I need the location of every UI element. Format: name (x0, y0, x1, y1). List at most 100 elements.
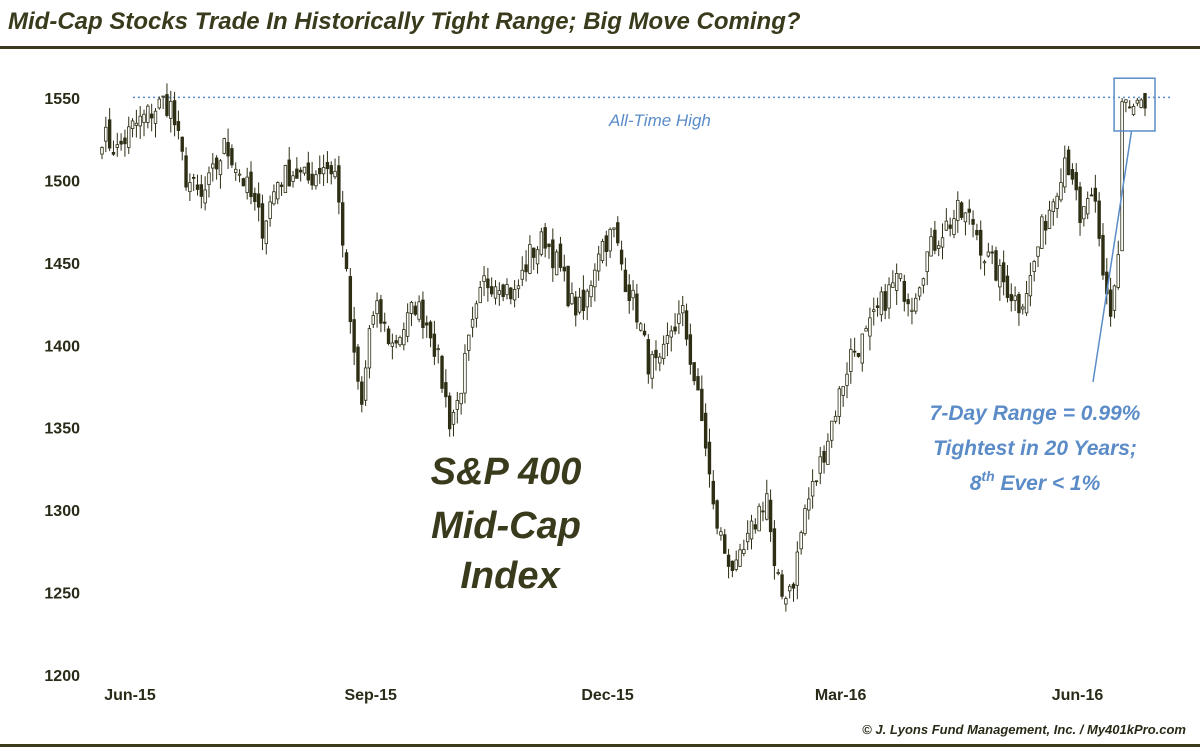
candle-body (314, 174, 318, 187)
candle-body (914, 297, 918, 312)
candle-body (570, 293, 574, 305)
candle-body (940, 237, 945, 248)
candle-body (1112, 285, 1117, 311)
candle-body (104, 126, 108, 142)
candle-body (172, 100, 177, 126)
candle (570, 282, 574, 306)
candle-body (703, 412, 708, 449)
candle-body (440, 355, 444, 389)
candle (608, 227, 612, 259)
candle (749, 514, 754, 550)
candle-body (459, 392, 463, 405)
candle-body (157, 98, 162, 109)
candle (883, 283, 887, 320)
candle (868, 307, 872, 351)
candle (856, 352, 861, 358)
candle (642, 323, 647, 337)
candle (1120, 98, 1124, 252)
candle-body (646, 339, 651, 375)
candle-body (1070, 169, 1075, 180)
candle-body (432, 333, 437, 357)
candle (115, 132, 119, 157)
candle (1005, 265, 1010, 303)
x-tick-label: Jun-15 (104, 687, 156, 704)
candle (826, 433, 830, 465)
candle-body (211, 163, 215, 169)
candle-body (577, 296, 582, 313)
candle (787, 584, 792, 599)
pointer-line (1092, 130, 1133, 383)
candle-body (879, 291, 884, 316)
candle (830, 420, 834, 448)
page-title: Mid-Cap Stocks Trade In Historically Tig… (8, 8, 801, 35)
candle (184, 147, 188, 191)
candle (169, 90, 173, 133)
candle (933, 220, 937, 255)
candle (211, 153, 215, 182)
candle (994, 246, 998, 282)
candle (279, 182, 284, 196)
candle-body (1013, 295, 1017, 301)
candle-body (425, 322, 429, 326)
candle-body (509, 287, 513, 300)
candle-body (543, 227, 547, 249)
candle (894, 263, 899, 305)
candle-body (623, 269, 628, 293)
candle (818, 446, 822, 485)
candle-body (765, 493, 769, 520)
candle (291, 171, 295, 188)
candle-body (1051, 201, 1056, 212)
candle-body (1101, 234, 1105, 276)
candle-body (810, 480, 815, 497)
candle-body (971, 219, 975, 225)
candle-body (184, 155, 188, 188)
candle-body (245, 176, 249, 193)
candle (428, 320, 433, 348)
candle-body (249, 171, 253, 198)
candle-body (417, 301, 421, 320)
candle-body (719, 531, 723, 536)
candle (459, 392, 463, 415)
candle (700, 375, 704, 422)
candle (1051, 198, 1056, 226)
candle (845, 362, 849, 399)
candle (551, 228, 555, 282)
candle (1074, 163, 1078, 201)
candle (413, 301, 417, 317)
candle-body (115, 144, 119, 148)
candle (107, 108, 112, 152)
candle (677, 300, 681, 335)
candle-body (616, 222, 620, 244)
candle-body (1097, 200, 1101, 239)
candle (1101, 223, 1105, 280)
candle (658, 352, 662, 372)
candle-body (902, 280, 907, 302)
candle (635, 283, 639, 329)
candle (776, 568, 780, 576)
candle-body (371, 315, 375, 325)
candle-body (753, 524, 758, 530)
candle-body (455, 400, 460, 410)
candle (795, 541, 800, 600)
candle (898, 273, 903, 282)
candle (218, 159, 223, 189)
candle (982, 259, 987, 276)
candle-body (1017, 293, 1021, 314)
candle (627, 274, 631, 314)
candle (726, 548, 731, 579)
candle-body (925, 251, 929, 273)
candle (849, 338, 853, 384)
candle (963, 212, 968, 236)
candle-body (837, 388, 842, 417)
candle-body (222, 138, 226, 154)
candle-body (551, 239, 555, 269)
candle-body (176, 121, 181, 131)
candle-body (405, 312, 410, 337)
candle (596, 245, 601, 281)
candle-body (130, 120, 135, 129)
y-tick-label: 1500 (44, 173, 80, 190)
x-tick-label: Jun-16 (1052, 687, 1104, 704)
candle (241, 177, 246, 187)
candle-body (795, 551, 800, 586)
candle (902, 274, 907, 312)
